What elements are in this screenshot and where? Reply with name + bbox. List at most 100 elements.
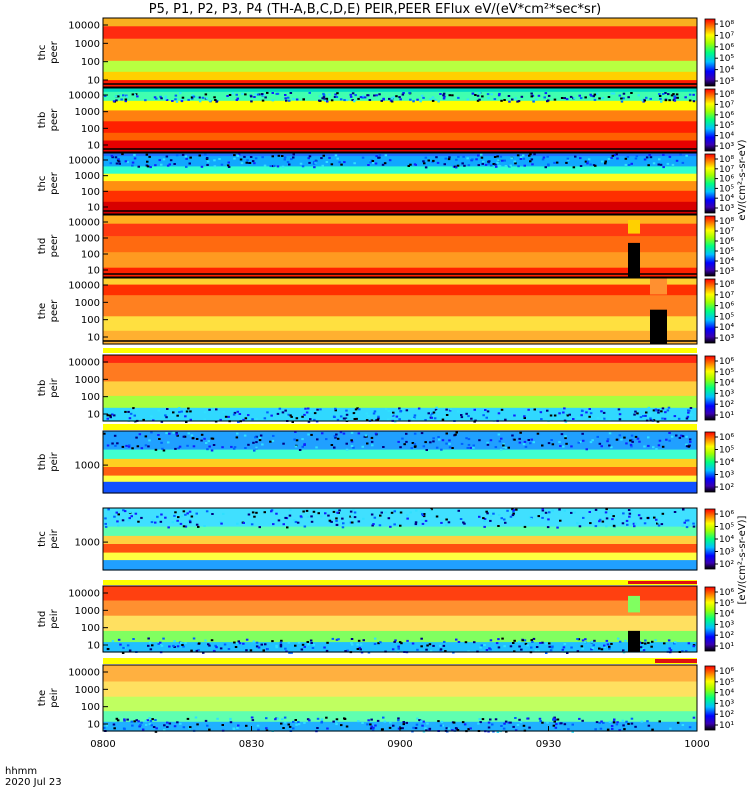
noise-pixel: [176, 519, 179, 522]
noise-pixel: [328, 93, 331, 96]
noise-pixel: [280, 722, 283, 725]
y-tick-label: 1000: [75, 685, 100, 696]
noise-pixel: [689, 440, 692, 443]
noise-pixel: [121, 409, 124, 412]
noise-pixel: [365, 412, 368, 415]
panel-ylabel-species: peir: [49, 608, 60, 628]
noise-pixel: [235, 436, 239, 439]
noise-pixel: [422, 445, 426, 448]
noise-pixel: [312, 643, 315, 646]
noise-pixel: [228, 94, 232, 96]
noise-pixel: [154, 448, 158, 451]
noise-pixel: [207, 643, 210, 646]
noise-pixel: [361, 94, 365, 97]
noise-pixel: [295, 98, 299, 101]
noise-pixel: [606, 440, 609, 443]
noise-pixel: [417, 407, 421, 410]
noise-pixel: [335, 96, 339, 98]
noise-pixel: [352, 412, 356, 415]
noise-pixel: [611, 727, 614, 730]
noise-pixel: [349, 93, 352, 96]
noise-pixel: [390, 97, 394, 100]
noise-pixel: [616, 157, 619, 160]
noise-pixel: [447, 727, 451, 730]
noise-pixel: [178, 445, 182, 448]
noise-pixel: [307, 643, 310, 646]
noise-pixel: [439, 724, 443, 727]
colorbar: [704, 355, 716, 421]
noise-pixel: [485, 649, 489, 651]
noise-pixel: [549, 649, 553, 652]
noise-pixel: [313, 166, 316, 169]
noise-pixel: [334, 407, 337, 410]
noise-pixel: [214, 99, 217, 101]
noise-pixel: [478, 439, 481, 442]
noise-pixel: [275, 644, 278, 647]
noise-pixel: [675, 159, 679, 162]
noise-pixel: [427, 412, 430, 415]
energy-band: [103, 140, 697, 153]
noise-pixel: [334, 409, 337, 412]
noise-pixel: [349, 515, 352, 518]
noise-pixel: [240, 162, 244, 165]
noise-pixel: [255, 418, 258, 421]
noise-pixel: [442, 94, 445, 97]
noise-pixel: [414, 727, 418, 730]
noise-pixel: [117, 638, 121, 641]
noise-pixel: [378, 156, 381, 159]
noise-pixel: [687, 411, 690, 414]
noise-pixel: [657, 163, 660, 166]
noise-pixel: [576, 416, 579, 419]
noise-pixel: [401, 437, 404, 440]
noise-pixel: [420, 720, 423, 723]
noise-pixel: [448, 442, 451, 445]
noise-pixel: [333, 435, 337, 438]
noise-pixel: [286, 526, 289, 529]
noise-pixel: [227, 166, 231, 168]
noise-pixel: [622, 724, 625, 727]
noise-pixel: [182, 525, 186, 528]
noise-pixel: [668, 99, 671, 102]
noise-pixel: [128, 511, 132, 514]
noise-pixel: [517, 640, 521, 643]
noise-pixel: [511, 508, 514, 511]
noise-pixel: [210, 449, 214, 452]
noise-pixel: [514, 97, 517, 100]
noise-pixel: [169, 159, 173, 162]
noise-pixel: [685, 154, 688, 157]
noise-pixel: [630, 445, 633, 448]
noise-pixel: [606, 438, 610, 441]
noise-pixel: [590, 640, 594, 643]
noise-pixel: [603, 645, 606, 648]
noise-pixel: [463, 164, 466, 167]
noise-pixel: [428, 643, 432, 646]
noise-pixel: [180, 515, 184, 518]
noise-pixel: [106, 444, 110, 447]
noise-pixel: [645, 411, 648, 414]
noise-pixel: [184, 525, 188, 528]
colorbar-tick-label: 10³: [719, 267, 734, 277]
noise-pixel: [545, 652, 548, 654]
noise-pixel: [573, 511, 576, 514]
noise-pixel: [585, 411, 588, 414]
noise-pixel: [615, 723, 619, 726]
noise-pixel: [530, 516, 533, 519]
noise-pixel: [190, 97, 194, 100]
noise-pixel: [168, 163, 171, 166]
noise-pixel: [618, 94, 622, 97]
noise-pixel: [504, 418, 507, 421]
noise-pixel: [593, 98, 597, 101]
noise-pixel: [139, 724, 142, 727]
noise-pixel: [556, 526, 559, 529]
noise-pixel: [432, 440, 435, 443]
noise-pixel: [299, 408, 303, 411]
noise-pixel: [541, 641, 544, 644]
noise-pixel: [261, 93, 264, 95]
noise-pixel: [448, 439, 451, 442]
noise-pixel: [319, 408, 322, 411]
noise-pixel: [160, 441, 163, 444]
noise-pixel: [204, 93, 208, 96]
noise-pixel: [449, 408, 453, 411]
